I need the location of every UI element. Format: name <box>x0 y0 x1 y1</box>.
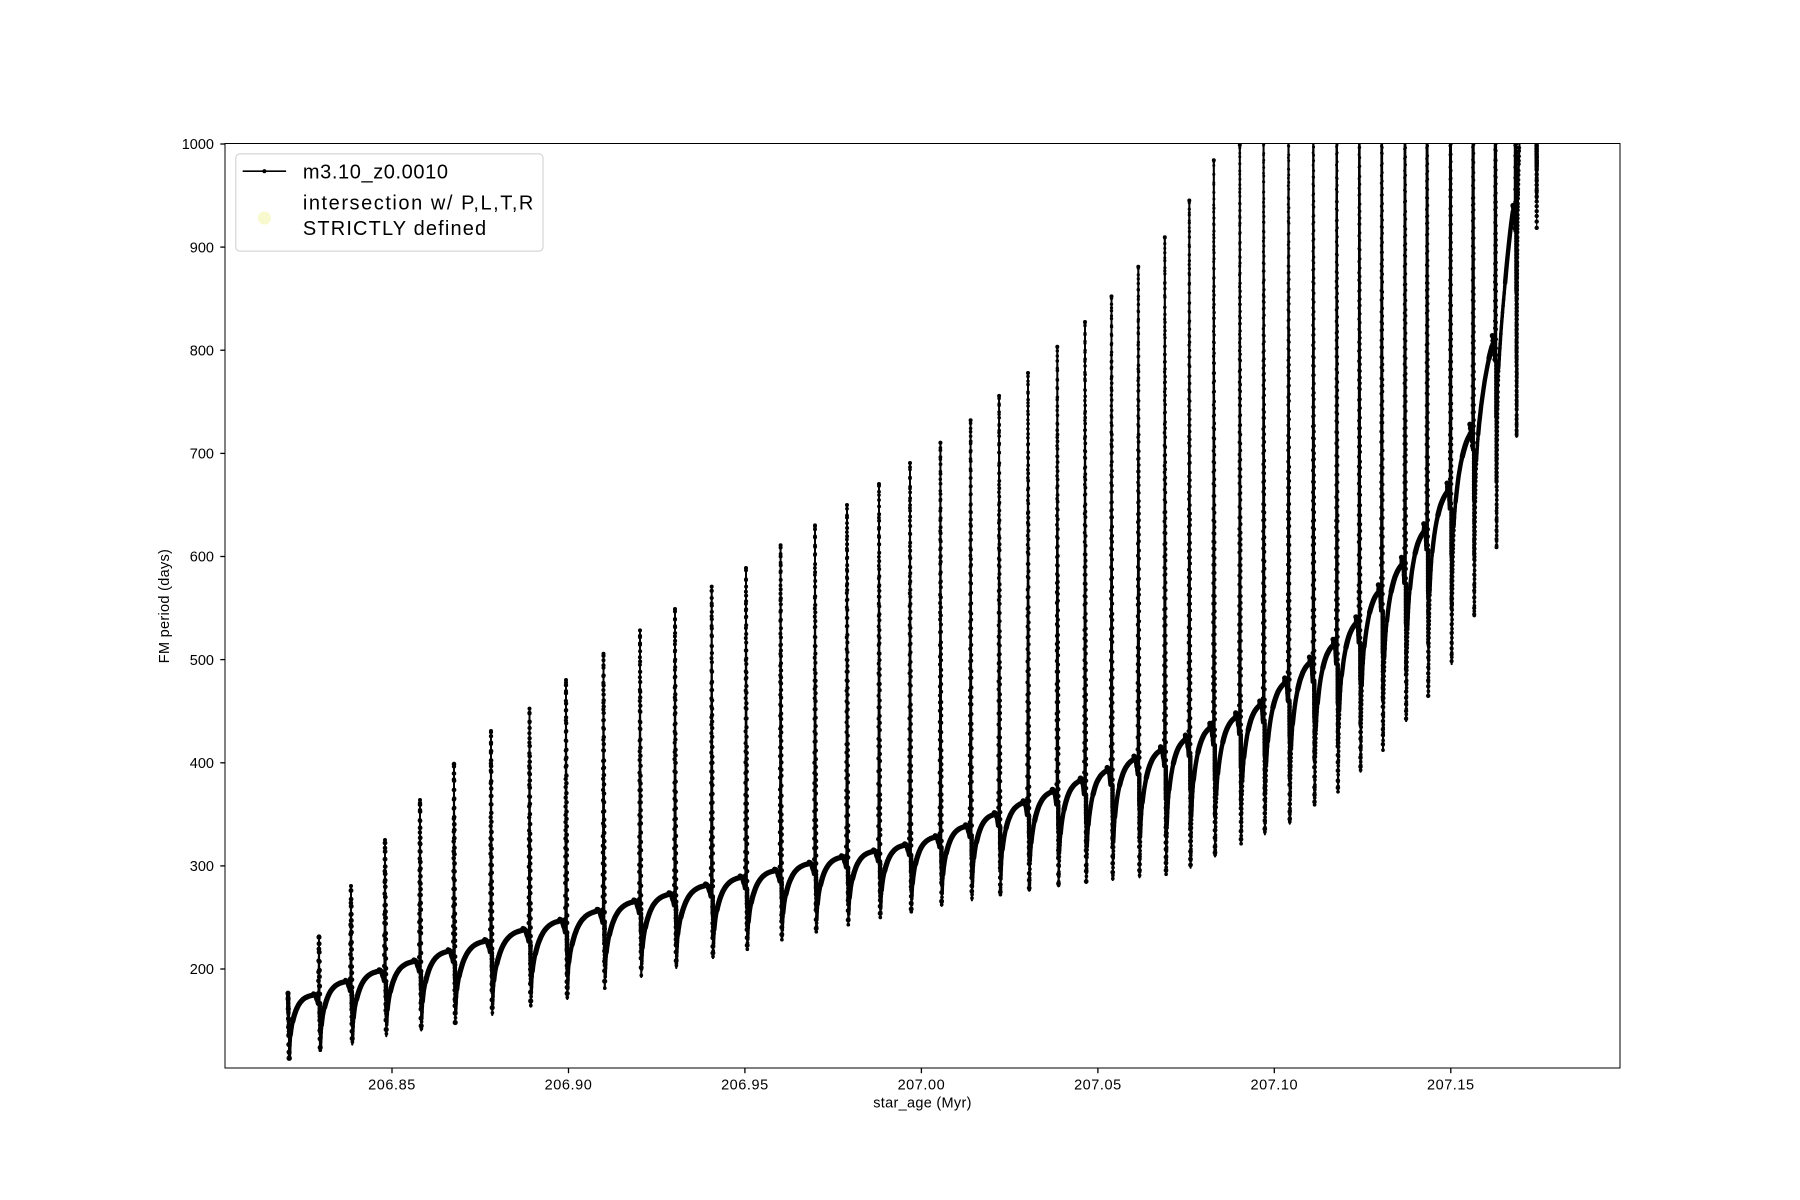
svg-text:1000: 1000 <box>182 137 214 153</box>
svg-text:STRICTLY defined: STRICTLY defined <box>303 218 487 240</box>
svg-text:600: 600 <box>190 550 214 566</box>
svg-text:207.00: 207.00 <box>898 1078 946 1094</box>
svg-text:star_age (Myr): star_age (Myr) <box>873 1096 971 1112</box>
svg-text:207.15: 207.15 <box>1427 1078 1475 1094</box>
svg-text:700: 700 <box>190 447 214 463</box>
svg-text:207.10: 207.10 <box>1250 1078 1298 1094</box>
svg-text:400: 400 <box>190 756 214 772</box>
svg-text:500: 500 <box>190 653 214 669</box>
svg-text:206.95: 206.95 <box>721 1078 769 1094</box>
svg-text:207.05: 207.05 <box>1074 1078 1122 1094</box>
svg-text:intersection w/ P,L,T,R: intersection w/ P,L,T,R <box>303 192 535 214</box>
svg-text:300: 300 <box>190 859 214 875</box>
svg-text:900: 900 <box>190 240 214 256</box>
svg-text:FM period (days): FM period (days) <box>157 549 173 663</box>
svg-text:m3.10_z0.0010: m3.10_z0.0010 <box>303 161 449 183</box>
svg-text:800: 800 <box>190 343 214 359</box>
svg-text:206.85: 206.85 <box>368 1078 416 1094</box>
svg-text:206.90: 206.90 <box>545 1078 593 1094</box>
svg-text:200: 200 <box>190 962 214 978</box>
